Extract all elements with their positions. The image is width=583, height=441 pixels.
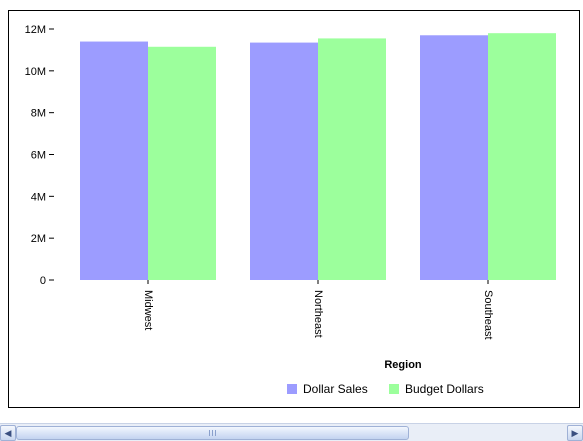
y-tick-label-3: 6M	[31, 150, 46, 162]
legend-label-0: Dollar Sales	[303, 382, 368, 396]
y-tick-label-2: 4M	[31, 191, 46, 203]
bar-budget-dollars-southeast	[488, 33, 556, 280]
bar-budget-dollars-midwest	[148, 46, 216, 280]
x-axis-title: Region	[384, 359, 422, 371]
y-axis: 0 2M 4M 6M 8M 10M 12M	[25, 24, 54, 287]
bar-dollar-sales-midwest	[80, 41, 148, 280]
y-tick-label-0: 0	[40, 275, 46, 287]
arrow-left-icon: ◀	[4, 428, 12, 438]
legend: Dollar Sales Budget Dollars	[287, 382, 484, 396]
bar-chart: 0 2M 4M 6M 8M 10M 12M Midwest Northeast Southeas…	[25, 24, 556, 396]
arrow-right-icon: ▶	[571, 428, 579, 438]
x-tick-label-southeast: Southeast	[482, 290, 494, 340]
y-tick-label-5: 10M	[25, 66, 46, 78]
scrollbar-thumb[interactable]	[16, 426, 409, 440]
horizontal-scrollbar[interactable]: ◀ ▶	[0, 423, 583, 441]
scroll-left-button[interactable]: ◀	[0, 425, 16, 441]
scroll-right-button[interactable]: ▶	[567, 425, 583, 441]
y-tick-label-6: 12M	[25, 24, 46, 36]
legend-label-1: Budget Dollars	[405, 382, 484, 396]
x-axis: Midwest Northeast Southeast	[142, 280, 494, 340]
bar-budget-dollars-northeast	[318, 38, 386, 280]
chart-viewport: 0 2M 4M 6M 8M 10M 12M Midwest Northeast Southeas…	[8, 10, 580, 408]
y-tick-label-4: 8M	[31, 108, 46, 120]
legend-swatch-1	[389, 384, 399, 394]
x-tick-label-northeast: Northeast	[312, 290, 324, 338]
bars	[80, 33, 556, 281]
bar-dollar-sales-southeast	[420, 35, 488, 281]
bar-dollar-sales-northeast	[250, 42, 318, 281]
legend-swatch-0	[287, 384, 297, 394]
grip-icon	[208, 430, 217, 436]
chart-frame: 0 2M 4M 6M 8M 10M 12M Midwest Northeast Southeas…	[8, 10, 580, 408]
x-tick-label-midwest: Midwest	[142, 290, 154, 330]
y-tick-label-1: 2M	[31, 233, 46, 245]
